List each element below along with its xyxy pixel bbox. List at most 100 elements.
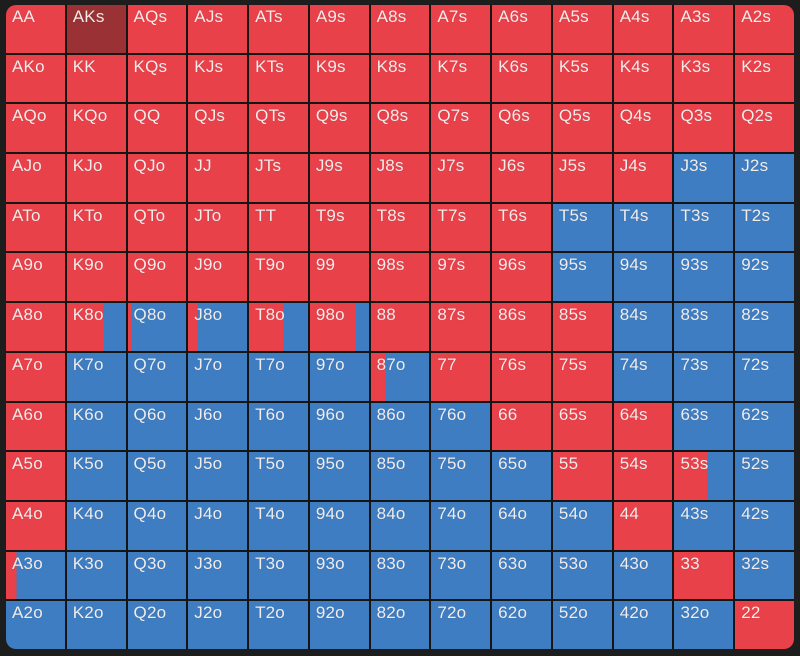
range-cell-Q3s[interactable]: Q3s (674, 104, 734, 153)
range-cell-KJo[interactable]: KJo (66, 154, 126, 202)
range-cell-A6s[interactable]: A6s (492, 5, 551, 53)
range-cell-K8s[interactable]: K8s (370, 54, 430, 103)
range-cell-85o[interactable]: 85o (370, 452, 430, 500)
range-cell-43o[interactable]: 43o (613, 551, 673, 600)
range-cell-Q9o[interactable]: Q9o (127, 253, 187, 302)
range-cell-83s[interactable]: 83s (674, 303, 734, 351)
range-cell-62s[interactable]: 62s (735, 402, 794, 451)
range-cell-96o[interactable]: 96o (309, 402, 369, 451)
range-cell-Q4o[interactable]: Q4o (127, 501, 187, 550)
range-cell-63s[interactable]: 63s (674, 402, 734, 451)
range-cell-A7s[interactable]: A7s (431, 5, 491, 53)
range-cell-Q2s[interactable]: Q2s (735, 104, 794, 153)
range-cell-K8o[interactable]: K8o (66, 303, 126, 351)
range-cell-Q2o[interactable]: Q2o (127, 601, 187, 649)
range-cell-K5s[interactable]: K5s (552, 54, 612, 103)
range-cell-AQs[interactable]: AQs (127, 5, 187, 53)
range-cell-J5o[interactable]: J5o (188, 452, 248, 500)
range-cell-42s[interactable]: 42s (735, 501, 794, 550)
range-cell-Q6s[interactable]: Q6s (492, 104, 551, 153)
range-cell-A5s[interactable]: A5s (552, 5, 612, 53)
range-cell-QTo[interactable]: QTo (127, 203, 187, 252)
range-cell-A7o[interactable]: A7o (6, 352, 65, 401)
range-cell-A2s[interactable]: A2s (735, 5, 794, 53)
range-cell-J3o[interactable]: J3o (188, 551, 248, 600)
range-cell-J5s[interactable]: J5s (552, 154, 612, 202)
range-cell-97o[interactable]: 97o (309, 352, 369, 401)
range-cell-74o[interactable]: 74o (431, 501, 491, 550)
range-cell-A4o[interactable]: A4o (6, 501, 65, 550)
range-cell-J8s[interactable]: J8s (370, 154, 430, 202)
range-cell-Q8o[interactable]: Q8o (127, 303, 187, 351)
range-cell-JJ[interactable]: JJ (188, 154, 248, 202)
range-cell-K4s[interactable]: K4s (613, 54, 673, 103)
range-cell-76o[interactable]: 76o (431, 402, 491, 451)
range-cell-A8o[interactable]: A8o (6, 303, 65, 351)
range-cell-AJo[interactable]: AJo (6, 154, 65, 202)
range-cell-K6o[interactable]: K6o (66, 402, 126, 451)
range-cell-54s[interactable]: 54s (613, 452, 673, 500)
range-cell-KTs[interactable]: KTs (249, 54, 308, 103)
range-cell-62o[interactable]: 62o (492, 601, 551, 649)
range-cell-T7s[interactable]: T7s (431, 203, 491, 252)
range-cell-A3s[interactable]: A3s (674, 5, 734, 53)
range-cell-75s[interactable]: 75s (552, 352, 612, 401)
range-cell-92s[interactable]: 92s (735, 253, 794, 302)
range-cell-A5o[interactable]: A5o (6, 452, 65, 500)
range-cell-T4o[interactable]: T4o (249, 501, 308, 550)
range-cell-54o[interactable]: 54o (552, 501, 612, 550)
range-cell-88[interactable]: 88 (370, 303, 430, 351)
range-cell-K7s[interactable]: K7s (431, 54, 491, 103)
range-cell-J6o[interactable]: J6o (188, 402, 248, 451)
range-cell-J8o[interactable]: J8o (188, 303, 248, 351)
range-cell-65s[interactable]: 65s (552, 402, 612, 451)
range-cell-99[interactable]: 99 (309, 253, 369, 302)
range-cell-QTs[interactable]: QTs (249, 104, 308, 153)
range-cell-64o[interactable]: 64o (492, 501, 551, 550)
range-cell-83o[interactable]: 83o (370, 551, 430, 600)
range-cell-K4o[interactable]: K4o (66, 501, 126, 550)
range-cell-98o[interactable]: 98o (309, 303, 369, 351)
range-cell-T3s[interactable]: T3s (674, 203, 734, 252)
range-cell-82o[interactable]: 82o (370, 601, 430, 649)
range-cell-K5o[interactable]: K5o (66, 452, 126, 500)
range-cell-A4s[interactable]: A4s (613, 5, 673, 53)
range-cell-JTs[interactable]: JTs (249, 154, 308, 202)
range-cell-53s[interactable]: 53s (674, 452, 734, 500)
range-cell-K7o[interactable]: K7o (66, 352, 126, 401)
range-cell-32o[interactable]: 32o (674, 601, 734, 649)
range-cell-KTo[interactable]: KTo (66, 203, 126, 252)
range-cell-A9o[interactable]: A9o (6, 253, 65, 302)
range-cell-52s[interactable]: 52s (735, 452, 794, 500)
range-cell-K6s[interactable]: K6s (492, 54, 551, 103)
range-cell-K9o[interactable]: K9o (66, 253, 126, 302)
range-cell-KJs[interactable]: KJs (188, 54, 248, 103)
range-cell-T7o[interactable]: T7o (249, 352, 308, 401)
range-cell-KQs[interactable]: KQs (127, 54, 187, 103)
range-cell-A6o[interactable]: A6o (6, 402, 65, 451)
range-cell-22[interactable]: 22 (735, 601, 794, 649)
range-cell-75o[interactable]: 75o (431, 452, 491, 500)
range-cell-42o[interactable]: 42o (613, 601, 673, 649)
range-cell-T6s[interactable]: T6s (492, 203, 551, 252)
range-cell-ATo[interactable]: ATo (6, 203, 65, 252)
range-cell-K2o[interactable]: K2o (66, 601, 126, 649)
range-cell-Q4s[interactable]: Q4s (613, 104, 673, 153)
range-cell-AA[interactable]: AA (6, 5, 65, 53)
range-cell-86o[interactable]: 86o (370, 402, 430, 451)
range-cell-52o[interactable]: 52o (552, 601, 612, 649)
range-cell-33[interactable]: 33 (674, 551, 734, 600)
range-cell-73s[interactable]: 73s (674, 352, 734, 401)
range-cell-A9s[interactable]: A9s (309, 5, 369, 53)
range-cell-T5o[interactable]: T5o (249, 452, 308, 500)
range-cell-76s[interactable]: 76s (492, 352, 551, 401)
range-cell-TT[interactable]: TT (249, 203, 308, 252)
range-cell-77[interactable]: 77 (431, 352, 491, 401)
range-cell-Q8s[interactable]: Q8s (370, 104, 430, 153)
range-cell-KQo[interactable]: KQo (66, 104, 126, 153)
range-cell-53o[interactable]: 53o (552, 551, 612, 600)
range-cell-AKs[interactable]: AKs (66, 5, 126, 53)
range-cell-K3o[interactable]: K3o (66, 551, 126, 600)
range-cell-J3s[interactable]: J3s (674, 154, 734, 202)
range-cell-T2o[interactable]: T2o (249, 601, 308, 649)
